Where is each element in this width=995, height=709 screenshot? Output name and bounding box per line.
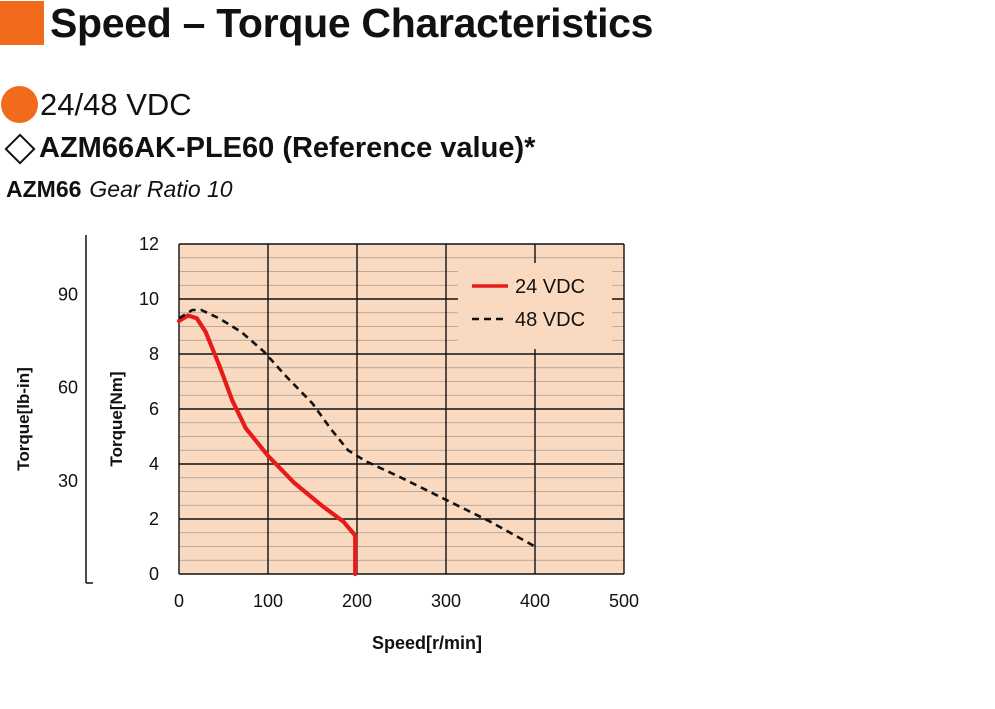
- y-tick-label: 2: [149, 509, 159, 529]
- x-tick-label: 500: [609, 591, 639, 611]
- major-gridlines: [178, 243, 625, 575]
- y2-axis-label: Torque[lb-in]: [14, 367, 33, 471]
- title-bar: Speed – Torque Characteristics: [0, 0, 653, 46]
- speed-torque-chart: 0 100 200 300 400 500 0 2 4 6 8 10 12 30 60 90 24 VDC 48…: [14, 234, 639, 653]
- model-heading: AZM66AK-PLE60 (Reference value)*: [3, 132, 535, 165]
- axes: 0 100 200 300 400 500 0 2 4 6 8 10 12 30 60 90: [58, 234, 639, 611]
- y-tick-label: 0: [149, 564, 159, 584]
- x-tick-label: 300: [431, 591, 461, 611]
- gear-ratio-label: Gear Ratio 10: [89, 176, 233, 202]
- chart-subtitle: AZM66 Gear Ratio 10: [6, 176, 233, 203]
- y-tick-label: 10: [139, 289, 159, 309]
- legend-label: 24 VDC: [515, 276, 585, 298]
- model-label: AZM66AK-PLE60 (Reference value)*: [39, 132, 536, 164]
- y-tick-label: 12: [139, 234, 159, 254]
- y-tick-label: 4: [149, 454, 159, 474]
- orange-square-icon: [0, 1, 44, 45]
- y-axis-label: Torque[Nm]: [107, 371, 126, 466]
- series-name: AZM66: [6, 176, 82, 202]
- x-tick-label: 0: [174, 591, 184, 611]
- diamond-outline-icon: [4, 132, 36, 165]
- y-tick-label: 6: [149, 399, 159, 419]
- y-tick-label: 8: [149, 344, 159, 364]
- legend: 24 VDC 48 VDC: [458, 263, 612, 349]
- x-axis-label: Speed[r/min]: [372, 633, 482, 653]
- legend-label: 48 VDC: [515, 309, 585, 331]
- series-line-solid: [176, 313, 358, 577]
- x-tick-label: 400: [520, 591, 550, 611]
- page-title: Speed – Torque Characteristics: [50, 0, 654, 46]
- series-layer: [176, 308, 536, 577]
- y2-tick-label: 30: [58, 471, 78, 491]
- legend-box: [458, 263, 612, 349]
- y2-tick-label: 90: [58, 284, 78, 304]
- y2-tick-label: 60: [58, 378, 78, 398]
- voltage-label: 24/48 VDC: [40, 86, 192, 122]
- voltage-heading: 24/48 VDC: [0, 86, 192, 123]
- orange-dot-icon: [1, 86, 38, 123]
- series-line-dashed: [178, 308, 536, 548]
- x-tick-label: 200: [342, 591, 372, 611]
- x-tick-label: 100: [253, 591, 283, 611]
